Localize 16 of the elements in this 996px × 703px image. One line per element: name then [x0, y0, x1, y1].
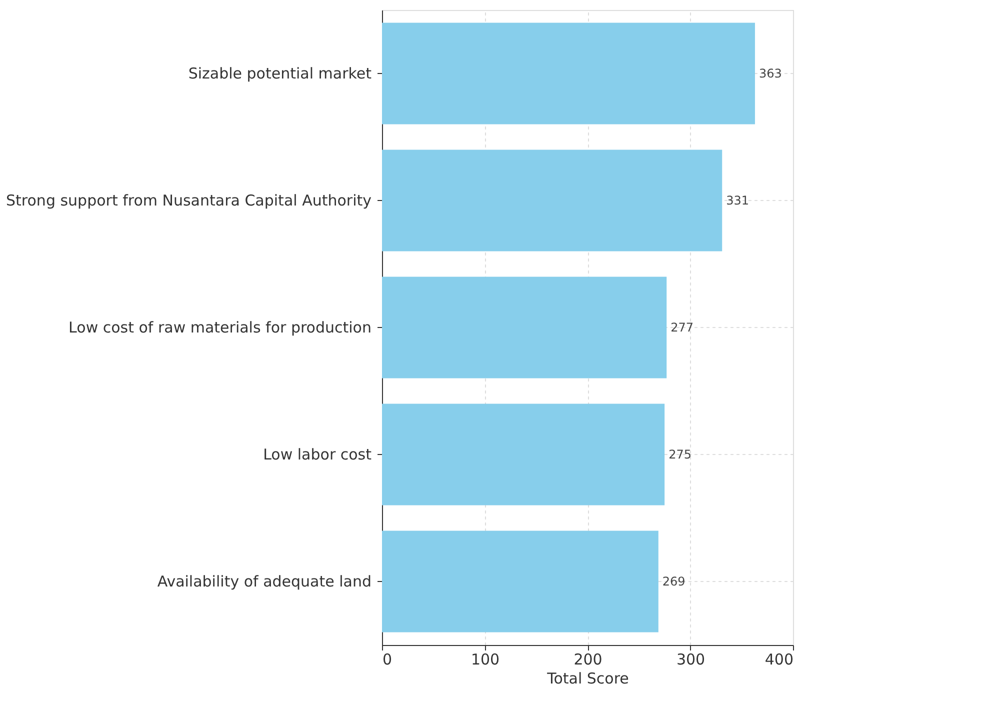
x-tick-label: 100 — [470, 650, 500, 668]
data-label: 269 — [662, 574, 686, 588]
x-tick-label: 200 — [574, 650, 602, 668]
x-tick-label: 400 — [764, 650, 794, 668]
x-tick-label: 300 — [676, 650, 706, 668]
data-label: 275 — [668, 448, 692, 462]
data-label: 277 — [670, 320, 694, 334]
data-label: 331 — [726, 194, 750, 208]
y-tick-label: Availability of adequate land — [157, 572, 372, 590]
data-label: 363 — [758, 66, 782, 80]
x-axis-title: Total Score — [546, 670, 629, 688]
y-tick-label: Low labor cost — [263, 446, 372, 464]
y-tick-label: Low cost of raw materials for production — [68, 318, 372, 336]
y-tick-label: Strong support from Nusantara Capital Authority — [6, 192, 372, 210]
y-tick-label: Sizable potential market — [188, 64, 372, 82]
x-tick-label: 0 — [382, 650, 392, 668]
